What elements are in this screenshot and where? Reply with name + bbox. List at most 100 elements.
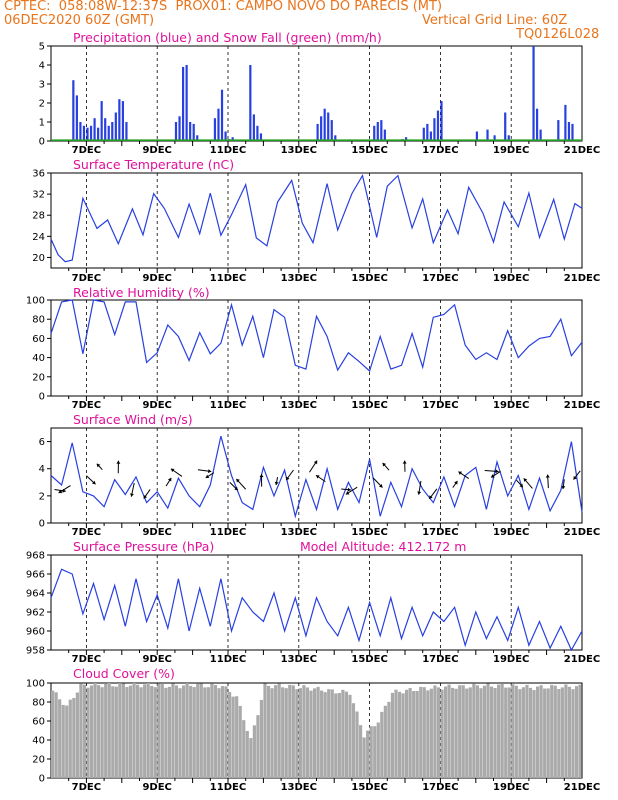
cloud-bar	[493, 687, 497, 778]
y-tick-label: 962	[26, 608, 45, 619]
y-tick-label: 60	[32, 717, 45, 728]
cloud-bar	[546, 688, 550, 778]
wind-arrow-head	[402, 460, 407, 464]
precip-bar	[486, 129, 489, 141]
cloud-bar	[192, 687, 196, 778]
precip-bar	[224, 131, 227, 141]
wind-arrow-head	[91, 480, 96, 485]
precip-bar	[373, 125, 376, 141]
y-tick-label: 5	[39, 42, 45, 53]
precip-bar	[213, 118, 217, 141]
cloud-bar	[259, 699, 264, 778]
precip-bar	[557, 120, 560, 141]
cloud-bar	[125, 687, 129, 778]
header-model-id: TQ0126L028	[516, 27, 600, 42]
cloud-bar	[228, 691, 232, 778]
wind-arrow-head	[286, 476, 290, 481]
precip-bar	[564, 104, 567, 141]
wind-arrow-head	[129, 493, 134, 497]
cloud-bar	[334, 693, 338, 778]
wind-arrow-head	[382, 462, 387, 467]
cloud-bar	[97, 685, 101, 778]
x-tick-label: 9DEC	[142, 527, 171, 538]
x-tick-label: 19DEC	[493, 782, 529, 793]
cloud-bar	[341, 689, 345, 778]
y-tick-label: 80	[32, 315, 45, 326]
cloud-bar	[54, 692, 58, 778]
cloud-bar	[362, 737, 366, 778]
x-tick-label: 21DEC	[564, 400, 600, 411]
cloud-bar	[557, 689, 561, 778]
precip-bar	[75, 95, 78, 141]
cloud-bar	[164, 687, 168, 778]
y-tick-label: 0	[39, 519, 45, 530]
y-tick-label: 0	[39, 392, 45, 403]
precip-bar	[330, 120, 333, 141]
cloud-bar	[61, 704, 65, 778]
cloud-bar	[82, 684, 87, 778]
y-tick-label: 964	[26, 589, 45, 600]
cloud-bar	[206, 687, 210, 778]
cloud-bar	[72, 697, 76, 778]
cloud-bar	[298, 688, 302, 778]
x-tick-label: 15DEC	[351, 400, 387, 411]
cloud-bar	[86, 687, 90, 778]
cloud-bar	[539, 685, 543, 778]
precip-bar	[405, 137, 408, 141]
y-tick-label: 28	[32, 211, 45, 222]
y-tick-label: 2	[39, 491, 45, 502]
cloud-bar	[415, 690, 419, 778]
cloud-bar	[235, 696, 239, 778]
cloud-bar	[312, 688, 317, 778]
precip-bar	[429, 131, 432, 141]
cloud-bar	[507, 687, 511, 778]
precip-bar	[121, 101, 124, 141]
precip-bar	[504, 112, 507, 141]
wind-arrow-head	[236, 478, 240, 483]
cloud-bar	[330, 689, 334, 778]
x-tick-label: 9DEC	[142, 273, 171, 284]
series-line	[50, 299, 583, 373]
cloud-bar	[366, 730, 370, 778]
cloud-bar	[266, 685, 271, 778]
header-date: 06DEC2020 60Z (GMT)	[4, 13, 155, 28]
y-tick-label: 20	[32, 755, 45, 766]
precip-bar	[72, 80, 75, 141]
y-tick-label: 968	[26, 551, 45, 562]
cloud-bar	[482, 685, 487, 778]
cloud-bar	[571, 689, 575, 778]
series-line	[50, 568, 583, 652]
altitude-annotation: Model Altitude: 412.172 m	[300, 539, 467, 554]
cloud-bar	[132, 683, 136, 778]
cloud-bar	[199, 683, 203, 778]
cloud-bar	[150, 685, 154, 778]
x-tick-label: 21DEC	[564, 273, 600, 284]
cloud-bar	[468, 687, 472, 778]
wind-arrow-head	[561, 485, 566, 490]
cloud-bar	[79, 683, 83, 778]
precip-bar	[196, 135, 199, 141]
cloud-bar	[128, 685, 133, 778]
cloud-bar	[337, 692, 341, 778]
wind-arrow-head	[96, 463, 101, 468]
precip-bar	[535, 108, 539, 141]
precip-bar	[82, 125, 86, 141]
wind-arrow-head	[345, 491, 350, 495]
cloud-bar	[412, 691, 416, 778]
cloud-bar	[489, 686, 494, 778]
y-tick-label: 0	[39, 774, 45, 785]
x-tick-label: 19DEC	[493, 400, 529, 411]
x-tick-label: 7DEC	[72, 782, 101, 793]
cloud-bar	[104, 684, 108, 778]
cloud-bar	[532, 690, 536, 778]
precip-title: Precipitation (blue) and Snow Fall (gree…	[73, 30, 382, 45]
cloud-bar	[51, 690, 55, 778]
cloud-bar	[475, 685, 479, 778]
cloud-bar	[284, 688, 288, 778]
y-tick-label: 2	[39, 99, 45, 110]
x-tick-label: 7DEC	[72, 400, 101, 411]
cloud-bar	[500, 684, 504, 778]
cloud-bar	[376, 722, 380, 778]
x-tick-label: 15DEC	[351, 273, 387, 284]
